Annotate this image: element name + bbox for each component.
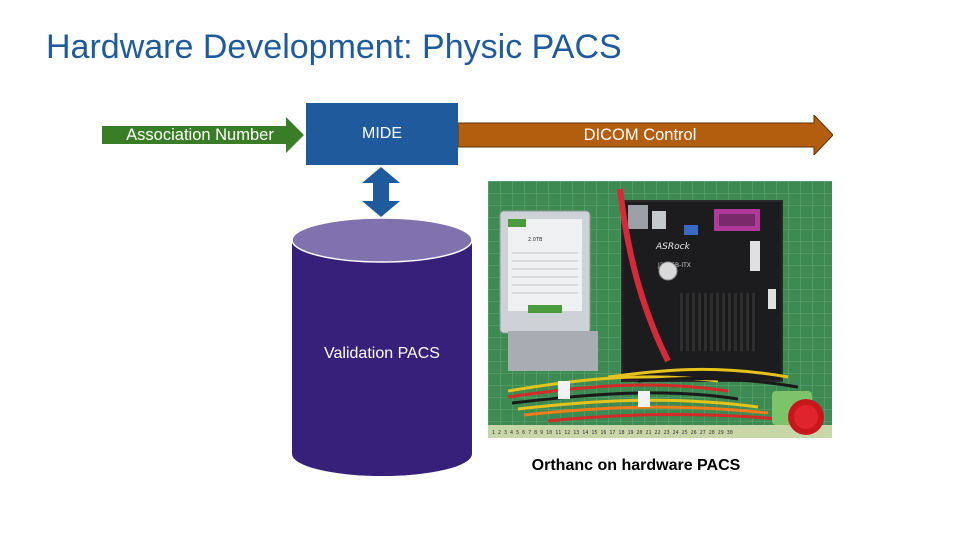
svg-text:ASRock: ASRock xyxy=(655,242,691,252)
association-number-label: Association Number xyxy=(126,126,274,144)
dicom-control-label: DICOM Control xyxy=(583,126,697,144)
validation-pacs-database xyxy=(291,217,473,476)
bidirectional-arrow-icon xyxy=(362,167,400,217)
mide-box xyxy=(306,103,458,165)
association-number-arrow xyxy=(102,117,304,153)
svg-text:2.0TB: 2.0TB xyxy=(528,237,543,243)
dicom-control-arrow xyxy=(458,115,833,155)
validation-pacs-label: Validation PACS xyxy=(324,345,440,362)
hardware-pacs-photo: 1 2 3 4 5 6 7 8 9 10 11 12 13 14 15 16 1… xyxy=(488,181,832,438)
mide-label: MIDE xyxy=(362,125,402,142)
slide-title: Hardware Development: Physic PACS xyxy=(46,28,622,66)
svg-text:1 2 3 4 5 6 7 8 9 10 11 12 13: 1 2 3 4 5 6 7 8 9 10 11 12 13 14 15 16 1… xyxy=(492,430,733,436)
photo-caption: Orthanc on hardware PACS xyxy=(531,457,741,474)
